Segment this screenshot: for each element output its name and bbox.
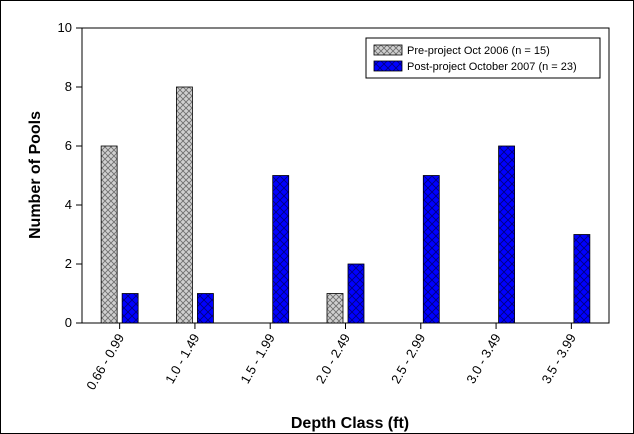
x-tick-label: 3.0 - 3.49 — [463, 331, 503, 386]
bar-post-project — [197, 293, 214, 324]
bar-pre-project — [326, 293, 344, 324]
legend-swatch-post-project — [373, 60, 403, 72]
bar-post-project — [498, 145, 515, 324]
x-tick-label: 0.66 - 0.99 — [83, 331, 127, 392]
x-tick-label: 2.5 - 2.99 — [388, 331, 428, 386]
legend-swatch-pre-project — [373, 44, 403, 56]
x-axis-title: Depth Class (ft) — [291, 415, 409, 432]
legend-box — [365, 37, 601, 79]
x-axis-ticks: 0.66 - 0.99 1.0 - 1.49 1.5 - 1.99 2.0 - 2.4… — [83, 323, 579, 392]
bar-post-project — [422, 175, 440, 324]
x-tick-label: 3.5 - 3.99 — [538, 331, 578, 386]
y-tick-label: 0 — [65, 315, 72, 330]
bar-post-project — [121, 293, 139, 324]
y-tick-label: 8 — [65, 79, 72, 94]
legend-label-pre-project: Pre-project Oct 2006 (n = 15) — [407, 45, 550, 57]
y-tick-label: 10 — [58, 20, 72, 35]
y-tick-label: 6 — [65, 138, 72, 153]
legend: Pre-project Oct 2006 (n = 15) Post-proje… — [365, 37, 601, 79]
bar-post-project — [272, 175, 290, 324]
y-axis-ticks: 0 2 4 6 8 10 — [58, 20, 82, 330]
bar-pre-project — [100, 145, 118, 324]
y-tick-label: 4 — [65, 197, 72, 212]
y-axis-title: Number of Pools — [27, 111, 44, 239]
bar-post-project — [573, 234, 591, 324]
legend-label-post-project: Post-project October 2007 (n = 23) — [407, 61, 577, 73]
x-tick-label: 1.0 - 1.49 — [162, 331, 202, 386]
bar-pre-project — [176, 86, 193, 324]
y-tick-label: 2 — [65, 256, 72, 271]
x-tick-label: 2.0 - 2.49 — [313, 331, 353, 386]
bar-post-project — [347, 263, 365, 324]
bars-group — [100, 86, 591, 324]
x-tick-label: 1.5 - 1.99 — [237, 331, 277, 386]
